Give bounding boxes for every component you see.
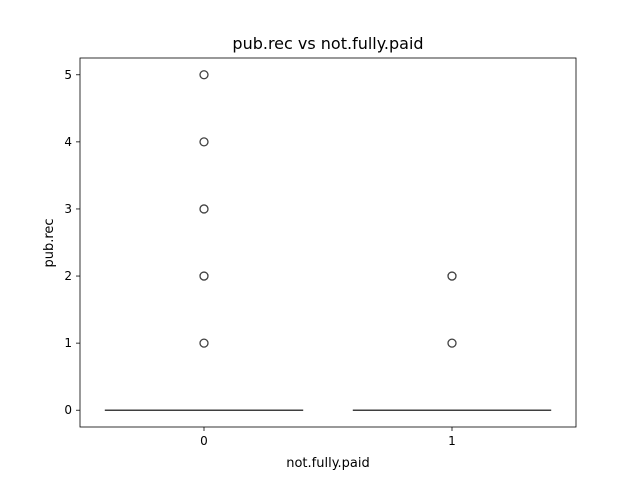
outlier-point (447, 271, 457, 281)
outlier-point (199, 271, 209, 281)
outlier-point (199, 137, 209, 147)
outlier-point (199, 204, 209, 214)
x-axis-label: not.fully.paid (286, 456, 370, 471)
x-tick-label: 0 (200, 434, 208, 448)
chart-title: pub.rec vs not.fully.paid (232, 34, 423, 53)
y-tick-label: 4 (64, 135, 72, 149)
y-axis-label: pub.rec (42, 218, 57, 267)
y-tick-label: 3 (64, 202, 72, 216)
y-tick-label: 5 (64, 68, 72, 82)
outlier-point (199, 338, 209, 348)
y-tick-label: 0 (64, 403, 72, 417)
y-tick-label: 2 (64, 269, 72, 283)
outlier-point (199, 70, 209, 80)
y-tick-label: 1 (64, 336, 72, 350)
plot-area: 0 1 0 1 2 3 4 5 (64, 57, 577, 448)
x-tick-label: 1 (448, 434, 456, 448)
axes-frame (79, 57, 577, 428)
outlier-point (447, 338, 457, 348)
